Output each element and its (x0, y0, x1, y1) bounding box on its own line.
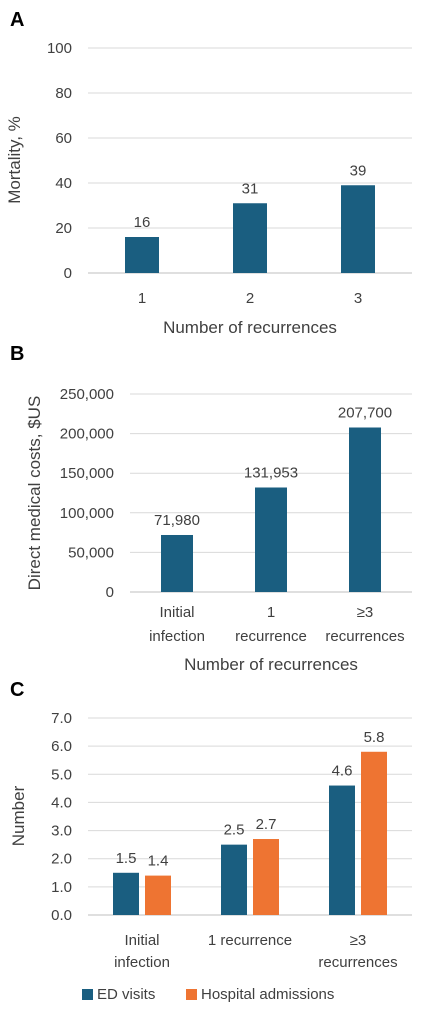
y-tick-label: 5.0 (51, 766, 72, 783)
y-tick-label: 0.0 (51, 907, 72, 924)
bar (361, 751, 387, 915)
bar (253, 839, 279, 915)
y-tick-label: 4.0 (51, 794, 72, 811)
y-tick-label: 6.0 (51, 738, 72, 755)
data-label: 1.5 (116, 850, 137, 867)
x-tick-label: infection (114, 954, 170, 971)
x-tick-label: infection (149, 628, 205, 645)
legend-label: Hospital admissions (201, 986, 334, 1003)
y-tick-label: 100 (47, 40, 72, 57)
x-tick-label: ≥3 (357, 604, 374, 621)
panel-letter: A (10, 9, 24, 31)
legend-swatch (186, 989, 197, 1000)
x-axis-title: Number of recurrences (163, 318, 337, 337)
y-tick-label: 0 (64, 265, 72, 282)
legend-item: ED visits (82, 986, 155, 1003)
y-tick-label: 0 (106, 584, 114, 601)
data-label: 5.8 (364, 729, 385, 746)
y-tick-label: 20 (55, 220, 72, 237)
bar (145, 875, 171, 915)
y-tick-label: 250,000 (60, 386, 114, 403)
bar (125, 237, 159, 273)
x-tick-label: 3 (354, 290, 362, 307)
x-tick-label: 1 (138, 290, 146, 307)
x-tick-label: 1 (267, 604, 275, 621)
x-tick-label: recurrence (235, 628, 307, 645)
x-axis-title: Number of recurrences (184, 655, 358, 674)
bar (341, 185, 375, 273)
bar (221, 844, 247, 915)
y-tick-label: 200,000 (60, 426, 114, 443)
y-tick-label: 60 (55, 130, 72, 147)
y-tick-label: 100,000 (60, 505, 114, 522)
bar (255, 487, 287, 592)
bar (329, 785, 355, 915)
x-tick-label: Initial (159, 604, 194, 621)
data-label: 2.7 (256, 816, 277, 833)
panel-b: B 0 50,000 100,000 150,000 200,000 250,000 Dire… (10, 343, 412, 674)
bar (161, 534, 193, 592)
bar (113, 872, 139, 915)
y-axis-title: Number (9, 785, 28, 846)
y-axis-title: Direct medical costs, $US (25, 396, 44, 591)
data-label: 4.6 (332, 763, 353, 780)
x-tick-label: Initial (124, 932, 159, 949)
legend-label: ED visits (97, 986, 155, 1003)
y-tick-label: 1.0 (51, 879, 72, 896)
x-tick-label: ≥3 (350, 932, 367, 949)
y-tick-label: 40 (55, 175, 72, 192)
legend-item: Hospital admissions (186, 986, 334, 1003)
panel-c: C 0.0 1.0 2.0 3.0 4.0 5.0 6.0 7.0 Number 1.5 1.4 Ini… (9, 679, 412, 1003)
data-label: 207,700 (338, 405, 392, 422)
y-tick-label: 80 (55, 85, 72, 102)
y-tick-label: 3.0 (51, 823, 72, 840)
panel-letter: B (10, 343, 24, 365)
data-label: 131,953 (244, 464, 298, 481)
y-tick-label: 150,000 (60, 465, 114, 482)
data-label: 2.5 (224, 822, 245, 839)
x-tick-label: 2 (246, 290, 254, 307)
data-label: 71,980 (154, 512, 200, 529)
y-axis-title: Mortality, % (5, 116, 24, 204)
data-label: 39 (350, 162, 367, 179)
panel-a: A 0 20 40 60 80 100 Mortality, % 16 1 31 2 39 3 Number… (5, 9, 412, 337)
bar (233, 203, 267, 273)
data-label: 31 (242, 180, 259, 197)
bar (349, 427, 381, 592)
data-label: 1.4 (148, 853, 169, 870)
x-tick-label: recurrences (318, 954, 397, 971)
panel-letter: C (10, 679, 24, 701)
data-label: 16 (134, 214, 151, 231)
legend-swatch (82, 989, 93, 1000)
x-tick-label: 1 recurrence (208, 932, 292, 949)
y-tick-label: 50,000 (68, 544, 114, 561)
x-tick-label: recurrences (325, 628, 404, 645)
legend: ED visits Hospital admissions (82, 986, 334, 1003)
y-tick-label: 7.0 (51, 710, 72, 727)
y-tick-label: 2.0 (51, 851, 72, 868)
